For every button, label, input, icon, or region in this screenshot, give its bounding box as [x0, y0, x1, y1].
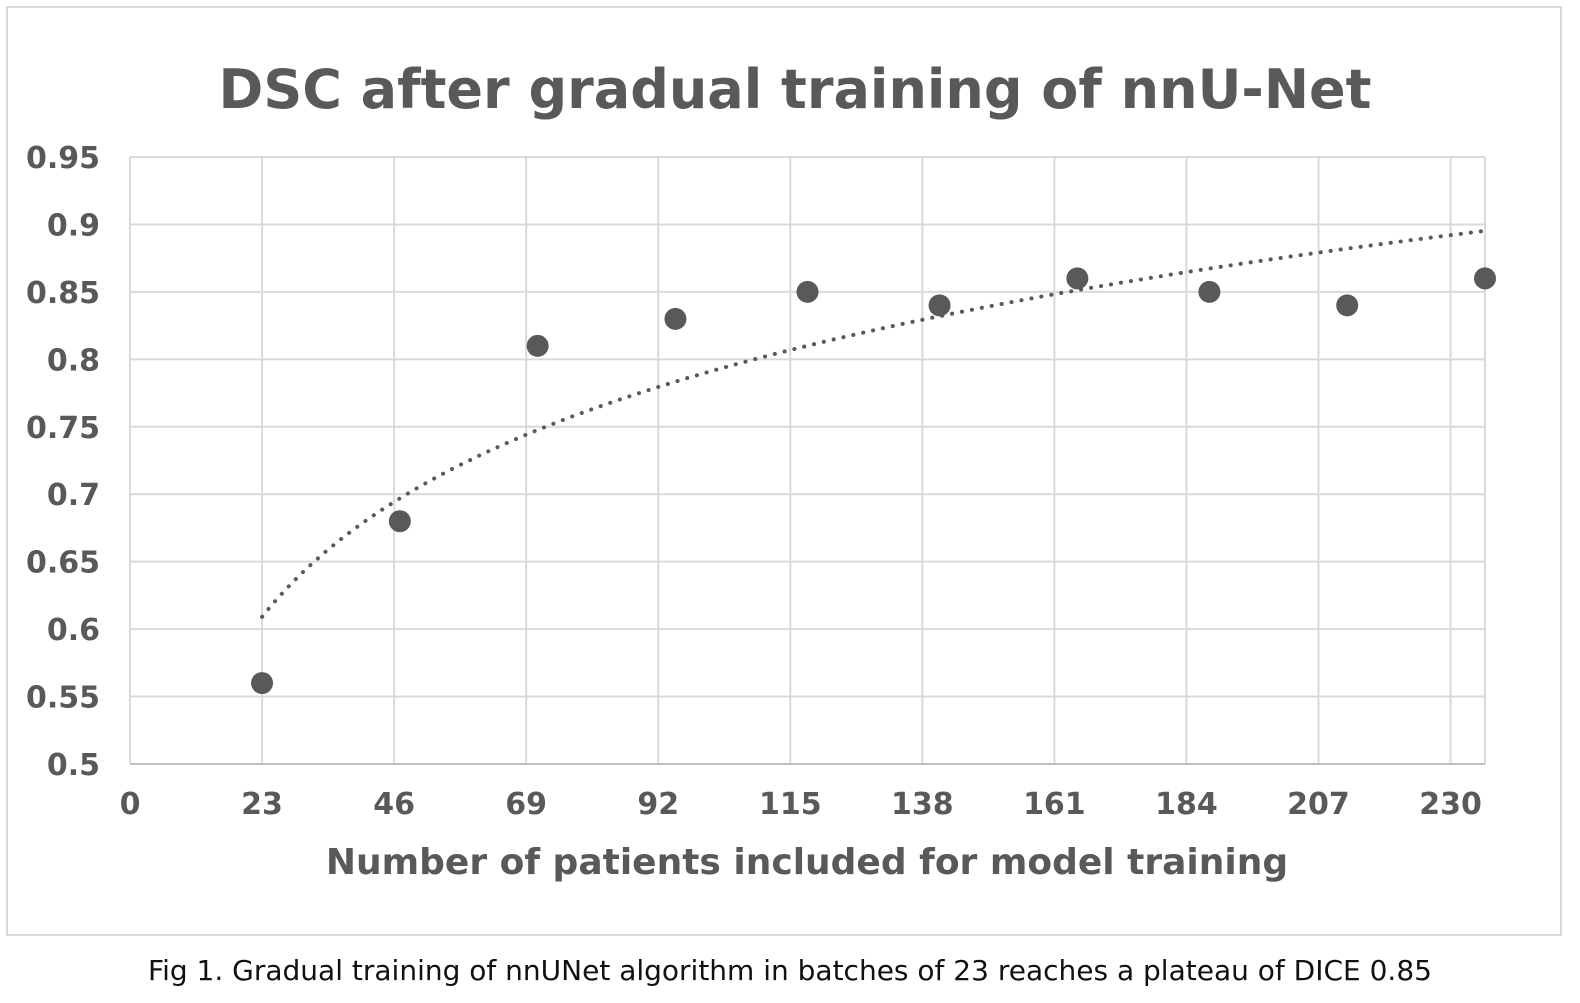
y-tick-label: 0.95 — [26, 141, 100, 176]
x-tick-label: 115 — [759, 787, 822, 822]
x-tick-label: 138 — [891, 787, 954, 822]
x-tick-labels: 0 23 46 69 92 115 138 161 184 207 230 — [120, 787, 1482, 822]
y-tick-label: 0.8 — [47, 343, 100, 378]
x-tick-label: 230 — [1419, 787, 1482, 822]
x-tick-label: 92 — [637, 787, 679, 822]
y-tick-label: 0.6 — [47, 613, 100, 648]
x-tick-label: 23 — [241, 787, 283, 822]
chart-frame — [6, 6, 1562, 936]
data-point — [664, 307, 687, 330]
data-point — [388, 510, 411, 533]
chart-title: DSC after gradual training of nnU-Net — [219, 58, 1372, 121]
points-layer — [251, 267, 1496, 695]
data-point — [1474, 267, 1496, 290]
trendline-layer — [260, 228, 1487, 619]
y-tick-label: 0.85 — [26, 276, 100, 311]
x-tick-label: 0 — [120, 787, 141, 822]
data-point — [796, 280, 819, 303]
data-point — [1198, 280, 1221, 303]
y-tick-label: 0.75 — [26, 411, 100, 446]
x-axis-title: Number of patients included for model tr… — [326, 842, 1288, 883]
data-point — [1336, 294, 1359, 317]
x-tick-label: 46 — [373, 787, 415, 822]
scatter-chart: DSC after gradual training of nnU-Net 0 2… — [26, 58, 1496, 883]
data-point — [928, 294, 951, 317]
y-tick-label: 0.7 — [47, 478, 100, 513]
x-tick-label: 184 — [1155, 787, 1218, 822]
grid-layer — [129, 156, 1486, 764]
y-tick-label: 0.65 — [26, 546, 100, 581]
x-tick-label: 207 — [1287, 787, 1350, 822]
trendline — [260, 228, 1487, 619]
x-tick-label: 69 — [505, 787, 547, 822]
data-point — [526, 334, 549, 357]
y-tick-label: 0.9 — [47, 208, 100, 243]
data-point — [1066, 267, 1089, 290]
y-tick-labels: 0.5 0.55 0.6 0.65 0.7 0.75 0.8 0.85 0.9 0.95 — [26, 141, 100, 783]
y-tick-label: 0.5 — [47, 748, 100, 783]
figure-caption: Fig 1. Gradual training of nnUNet algori… — [148, 954, 1432, 987]
x-tick-label: 161 — [1023, 787, 1086, 822]
y-tick-label: 0.55 — [26, 681, 100, 716]
data-point — [251, 672, 274, 695]
